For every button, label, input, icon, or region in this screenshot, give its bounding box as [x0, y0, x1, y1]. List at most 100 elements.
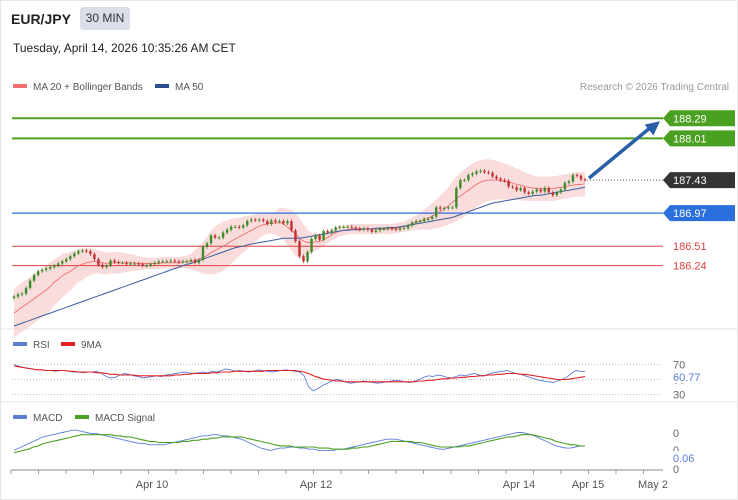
level-label-188-01: 188.01 — [673, 133, 707, 145]
candle-body — [157, 261, 160, 263]
candle-body — [254, 219, 257, 221]
candle-body — [109, 260, 112, 266]
candle-body — [567, 181, 571, 183]
candle-body — [467, 175, 470, 181]
rsi-line — [13, 364, 586, 392]
candle-body — [225, 229, 229, 233]
candle-body — [193, 259, 197, 263]
candle-body — [40, 269, 44, 272]
candle-body — [16, 294, 20, 297]
forecast-arrow-head — [644, 121, 660, 136]
candle-body — [69, 256, 72, 260]
candle-body — [266, 221, 269, 224]
candle-body — [298, 241, 301, 257]
candle-body — [237, 226, 241, 228]
candle-body — [274, 220, 277, 222]
candle-body — [258, 219, 261, 221]
candle-body — [555, 192, 559, 196]
candle-body — [290, 221, 293, 231]
candle-body — [270, 220, 273, 224]
candle-body — [507, 180, 510, 187]
candle-body — [278, 221, 281, 223]
level-label-186-24: 186.24 — [673, 261, 707, 273]
chart-datetime: Tuesday, April 14, 2026 10:35:26 AM CET — [13, 41, 236, 55]
candle-body — [447, 207, 450, 209]
candle-body — [242, 225, 245, 228]
candle-body — [185, 261, 189, 263]
candle-body — [430, 216, 434, 219]
macd-last-value: 0.06 — [673, 453, 694, 465]
candle-body — [531, 191, 534, 194]
candle-body — [459, 180, 462, 188]
rsi-tick-label: 30 — [673, 390, 685, 402]
legend-macd-signal-label: MACD Signal — [95, 413, 155, 424]
candle-body — [32, 274, 36, 281]
candle-body — [491, 172, 494, 177]
legend-swatch-rsi-ma — [61, 342, 75, 346]
candle-body — [539, 189, 542, 192]
candle-body — [149, 264, 152, 266]
candle-body — [24, 287, 28, 294]
candle-body — [65, 259, 68, 262]
legend-swatch-macd — [13, 415, 27, 419]
candle-body — [439, 207, 442, 209]
level-tag-187-43 — [663, 172, 735, 189]
legend-swatch-macd-signal — [75, 415, 89, 419]
candle-body — [370, 229, 374, 232]
candle-body — [354, 227, 357, 229]
legend-rsi-label: RSI — [33, 340, 50, 351]
candle-body — [479, 170, 482, 172]
candle-body — [85, 250, 88, 252]
candle-body — [374, 230, 378, 232]
candle-body — [406, 225, 410, 229]
candle-body — [483, 170, 486, 173]
candle-body — [342, 226, 345, 228]
candle-body — [378, 228, 382, 231]
candle-body — [36, 271, 40, 275]
candle-body — [20, 293, 24, 295]
candle-body — [547, 188, 551, 193]
candle-body — [161, 261, 164, 263]
candle-body — [418, 221, 422, 223]
candle-body — [346, 226, 349, 228]
candle-body — [133, 263, 136, 265]
candle-body — [358, 228, 362, 230]
candle-body — [145, 265, 148, 267]
legend-rsi-ma-label: 9MA — [81, 340, 102, 351]
interval-button[interactable]: 30 MIN — [80, 7, 130, 30]
candle-body — [330, 230, 333, 233]
candle-body — [169, 260, 173, 262]
legend-ma20-label: MA 20 + Bollinger Bands — [33, 82, 143, 93]
rsi-value-bg — [669, 370, 709, 383]
candle-body — [262, 219, 265, 222]
candle-body — [443, 208, 446, 210]
level-label-186-51: 186.51 — [673, 241, 707, 253]
candle-body — [455, 188, 458, 208]
candle-body — [213, 235, 217, 238]
candle-body — [519, 188, 522, 191]
candle-body — [282, 221, 285, 224]
candle-body — [113, 260, 116, 263]
candle-body — [89, 251, 92, 255]
candle-body — [451, 207, 454, 209]
level-label-186-97: 186.97 — [673, 208, 707, 220]
price-panel: 188.29 188.01 187.43 186.97 186.51 186.24 — [12, 110, 735, 338]
level-tag-186-97 — [663, 205, 735, 222]
candle-body — [362, 228, 366, 230]
candle-body — [571, 175, 575, 182]
candle-body — [81, 250, 84, 252]
legend-swatch-ma50 — [155, 84, 169, 88]
level-tag-188-01 — [663, 130, 735, 147]
macd-tick-label: 0 — [673, 464, 679, 476]
symbol-title: EUR/JPY — [11, 11, 71, 27]
candle-body — [338, 226, 341, 228]
candle-body — [173, 260, 177, 262]
candle-body — [583, 179, 587, 181]
candle-body — [306, 251, 309, 262]
candle-body — [44, 268, 48, 270]
candle-body — [579, 175, 583, 180]
candle-body — [386, 228, 390, 230]
candle-body — [543, 188, 546, 192]
